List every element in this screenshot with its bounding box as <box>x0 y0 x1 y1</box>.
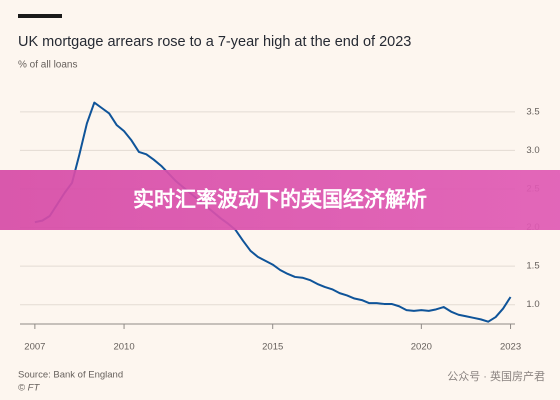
banner-text: 实时汇率波动下的英国经济解析 <box>133 188 427 212</box>
watermark: 公众号 · 英国房产君 <box>447 369 545 383</box>
y-tick-label: 3.5 <box>526 106 539 117</box>
y-tick-label: 1.5 <box>526 261 539 272</box>
banner <box>0 170 560 230</box>
source: Source: Bank of England <box>18 370 123 381</box>
data-line <box>34 101 512 323</box>
chart-title: UK mortgage arrears rose to a 7-year hig… <box>18 34 411 50</box>
y-tick-label: 1.0 <box>526 299 539 310</box>
brand-bar <box>18 14 62 18</box>
x-tick-label: 2010 <box>113 342 134 353</box>
y-tick-label: 3.0 <box>526 145 539 156</box>
chart-subtitle: % of all loans <box>18 60 77 71</box>
x-tick-label: 2020 <box>411 342 432 353</box>
x-tick-label: 2023 <box>500 342 521 353</box>
x-tick-label: 2015 <box>262 342 283 353</box>
x-tick-label: 2007 <box>24 342 45 353</box>
credit: © FT <box>18 383 40 394</box>
